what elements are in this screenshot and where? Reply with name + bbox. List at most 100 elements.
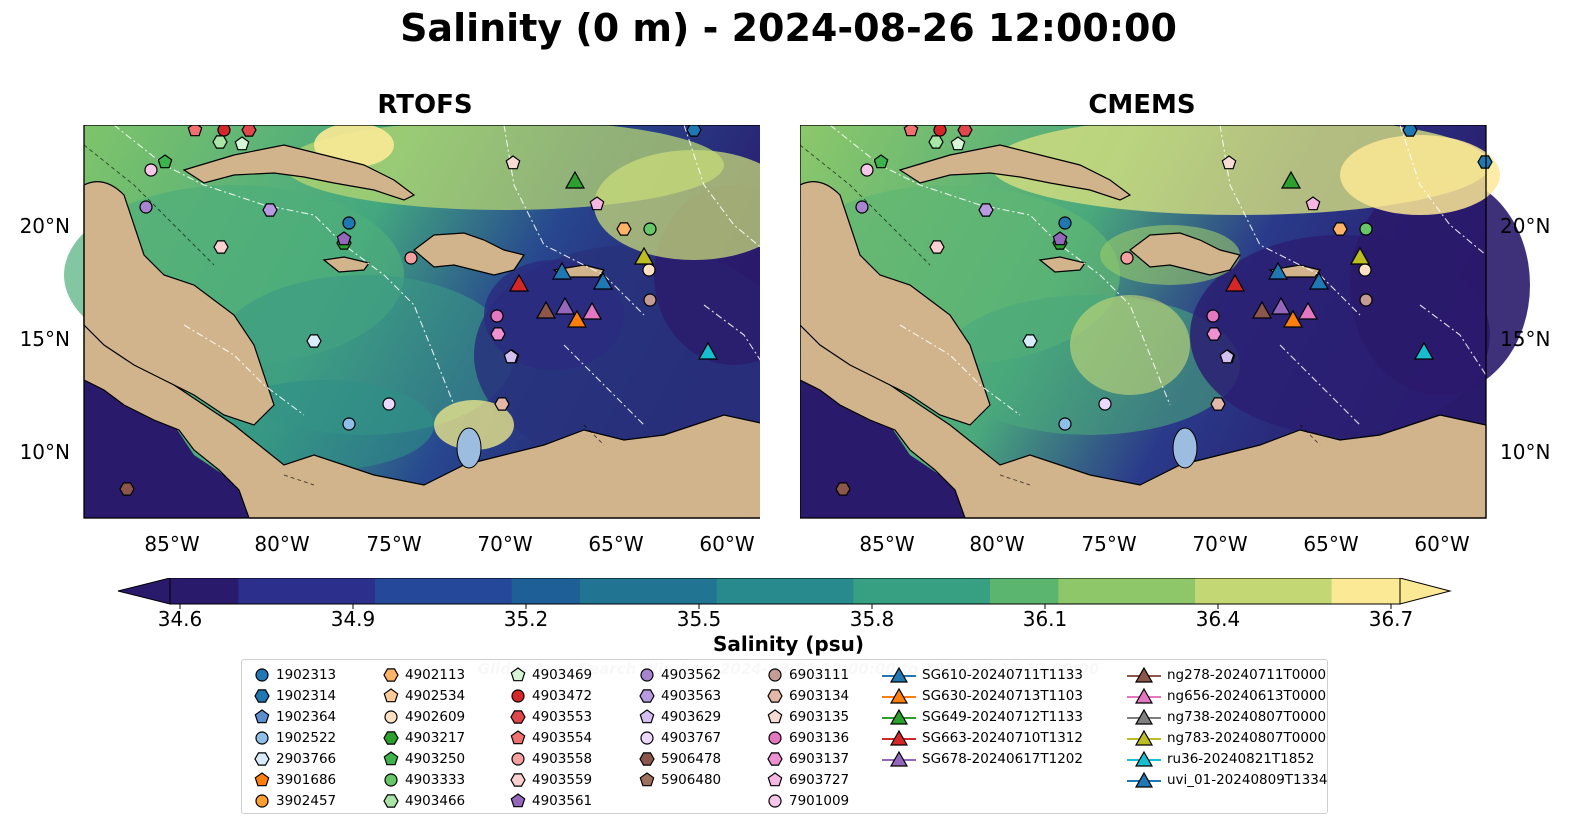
panel-title-rtofs: RTOFS xyxy=(377,90,473,120)
legend-item: 5906480 xyxy=(639,770,721,790)
circle-marker-icon xyxy=(768,731,782,745)
triangle-marker-icon xyxy=(882,687,916,704)
float-marker xyxy=(1359,222,1373,236)
legend-label: ng278-20240711T0000 xyxy=(1167,667,1327,683)
colorbar-segment xyxy=(1331,578,1401,604)
float-marker xyxy=(187,125,203,137)
legend-label: ng783-20240807T0000 xyxy=(1167,730,1327,746)
colorbar-segment xyxy=(306,578,376,604)
hexagon-marker-icon xyxy=(383,731,399,745)
glider-marker xyxy=(1251,300,1273,319)
colorbar-segment xyxy=(170,578,239,604)
pentagon-marker-icon xyxy=(383,751,399,766)
colorbar-extend-low xyxy=(117,578,171,605)
legend-item: 4903250 xyxy=(383,749,465,769)
legend-item: 4903559 xyxy=(510,770,592,790)
float-marker xyxy=(490,327,506,341)
legend-label: 4903469 xyxy=(532,667,593,683)
legend-label: ng738-20240807T0000 xyxy=(1167,709,1327,725)
glider-marker xyxy=(564,170,586,189)
colorbar-segment xyxy=(785,578,854,604)
legend-item: 1902313 xyxy=(254,665,336,685)
legend-label: 4902609 xyxy=(405,709,466,725)
float-marker xyxy=(957,125,973,137)
circle-marker-icon xyxy=(255,794,269,808)
glider-marker xyxy=(1224,273,1246,292)
glider-marker xyxy=(551,261,573,280)
legend-label: SG678-20240617T1202 xyxy=(922,751,1083,767)
colorbar-segment xyxy=(511,578,581,604)
legend-label: 4903561 xyxy=(532,793,593,809)
legend-item: 6903727 xyxy=(767,770,849,790)
legend-item: 4903554 xyxy=(510,728,592,748)
x-tick-label: 75°W xyxy=(366,532,421,556)
glider-marker xyxy=(1349,246,1371,265)
triangle-marker-icon xyxy=(882,729,916,746)
float-marker xyxy=(835,482,851,496)
glider-marker xyxy=(1267,261,1289,280)
legend-label: SG649-20240712T1133 xyxy=(922,709,1083,725)
pentagon-marker-icon xyxy=(383,688,399,703)
y-tick-label: 20°N xyxy=(20,214,70,238)
legend-item: ru36-20240821T1852 xyxy=(1127,749,1314,769)
colorbar-segment xyxy=(580,578,649,604)
legend-item: 2903766 xyxy=(254,749,336,769)
legend-label: 7901009 xyxy=(789,793,850,809)
pentagon-marker-icon xyxy=(510,667,526,682)
legend-item: 4903472 xyxy=(510,686,592,706)
pentagon-marker-icon xyxy=(510,730,526,745)
float-marker xyxy=(1058,216,1072,230)
x-tick-label: 60°W xyxy=(1414,532,1469,556)
float-marker xyxy=(1477,155,1493,169)
glider-marker xyxy=(1297,301,1319,320)
circle-marker-icon xyxy=(384,773,398,787)
glider-marker xyxy=(554,296,576,315)
float-marker xyxy=(1022,334,1038,348)
circle-marker-icon xyxy=(640,668,654,682)
legend-item: 6903135 xyxy=(767,707,849,727)
legend-label: 1902522 xyxy=(276,730,337,746)
x-tick-label: 70°W xyxy=(477,532,532,556)
colorbar-tick-label: 35.5 xyxy=(677,607,722,628)
glider-marker xyxy=(592,271,614,290)
legend-item: 4903466 xyxy=(383,791,465,811)
legend-item: 5906478 xyxy=(639,749,721,769)
circle-marker-icon xyxy=(511,689,525,703)
legend-item: 4903217 xyxy=(383,728,465,748)
legend-item: 4903629 xyxy=(639,707,721,727)
colorbar-segment xyxy=(990,578,1059,604)
panel-title-cmems: CMEMS xyxy=(1088,90,1196,120)
float-marker xyxy=(157,154,173,169)
legend: 1902313 1902314 1902364 1902522 2903766 39016… xyxy=(241,659,1328,814)
y-tick-label: 10°N xyxy=(20,440,70,464)
legend-item: SG663-20240710T1312 xyxy=(882,728,1083,748)
glider-marker xyxy=(1308,271,1330,290)
triangle-marker-icon xyxy=(1127,750,1161,767)
triangle-marker-icon xyxy=(882,708,916,725)
glider-marker xyxy=(633,246,655,265)
float-marker xyxy=(860,163,874,177)
legend-item: 4903558 xyxy=(510,749,592,769)
legend-item: 4903469 xyxy=(510,665,592,685)
legend-item: 1902522 xyxy=(254,728,336,748)
x-tick-label: 65°W xyxy=(1303,532,1358,556)
hexagon-marker-icon xyxy=(510,710,526,724)
x-tick-label: 70°W xyxy=(1192,532,1247,556)
legend-item: 4903563 xyxy=(639,686,721,706)
circle-marker-icon xyxy=(384,710,398,724)
glider-marker xyxy=(508,273,530,292)
pentagon-marker-icon xyxy=(639,772,655,787)
pentagon-marker-icon xyxy=(510,793,526,808)
circle-marker-icon xyxy=(511,752,525,766)
legend-label: 4903558 xyxy=(532,751,593,767)
y-tick-label: 20°N xyxy=(1500,214,1550,238)
legend-label: 1902364 xyxy=(276,709,337,725)
legend-item: 4902609 xyxy=(383,707,465,727)
colorbar-tick-label: 35.2 xyxy=(504,607,549,628)
float-marker xyxy=(144,163,158,177)
legend-label: SG663-20240710T1312 xyxy=(922,730,1083,746)
colorbar-tick-label: 34.9 xyxy=(331,607,376,628)
float-marker xyxy=(589,196,605,211)
y-tick-label: 15°N xyxy=(1500,327,1550,351)
float-marker xyxy=(342,216,356,230)
